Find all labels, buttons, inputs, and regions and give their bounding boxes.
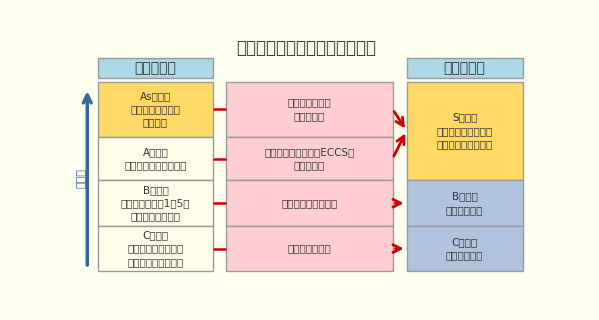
Text: Asクラス
（安全上特に重要
な施設）: Asクラス （安全上特に重要 な施設）: [131, 91, 180, 127]
FancyBboxPatch shape: [226, 226, 392, 271]
FancyBboxPatch shape: [226, 82, 392, 137]
Text: 廃棄物処理設備など: 廃棄物処理設備など: [281, 198, 337, 208]
Text: Bクラス
（変更なし）: Bクラス （変更なし）: [446, 192, 483, 215]
Text: 新耐震指針: 新耐震指針: [444, 61, 486, 76]
Text: 耐震設計上の重要度分類の変更: 耐震設計上の重要度分類の変更: [237, 39, 377, 57]
Text: 非常用炉心冷却系（ECCS）
排気筒など: 非常用炉心冷却系（ECCS） 排気筒など: [264, 147, 355, 170]
FancyBboxPatch shape: [407, 59, 523, 78]
FancyBboxPatch shape: [226, 180, 392, 226]
FancyBboxPatch shape: [98, 137, 213, 180]
Text: 上記以外の施設: 上記以外の施設: [288, 244, 331, 254]
FancyBboxPatch shape: [98, 180, 213, 226]
Text: 重要度: 重要度: [76, 169, 86, 188]
FancyBboxPatch shape: [98, 59, 213, 78]
Text: 旧耐震指針: 旧耐震指針: [135, 61, 177, 76]
Text: 原子炉格納容器
制御棒など: 原子炉格納容器 制御棒など: [288, 98, 331, 121]
Text: Cクラス
（一般建築物と同等
な強度を持つ施設）: Cクラス （一般建築物と同等 な強度を持つ施設）: [128, 230, 184, 267]
FancyBboxPatch shape: [407, 226, 523, 271]
FancyBboxPatch shape: [407, 180, 523, 226]
Text: Cクラス
（変更なし）: Cクラス （変更なし）: [446, 237, 483, 260]
FancyBboxPatch shape: [407, 82, 523, 180]
Text: Bクラス
（一般建築物の1．5倍
強度をもつ施設）: Bクラス （一般建築物の1．5倍 強度をもつ施設）: [121, 185, 190, 221]
FancyBboxPatch shape: [226, 137, 392, 180]
Text: Sクラス
（旧耐震指針のＡク
ラス全体を一本化）: Sクラス （旧耐震指針のＡク ラス全体を一本化）: [437, 113, 493, 149]
FancyBboxPatch shape: [98, 82, 213, 137]
FancyBboxPatch shape: [98, 226, 213, 271]
Text: Aクラス
（安全上重要な施設）: Aクラス （安全上重要な施設）: [124, 147, 187, 170]
